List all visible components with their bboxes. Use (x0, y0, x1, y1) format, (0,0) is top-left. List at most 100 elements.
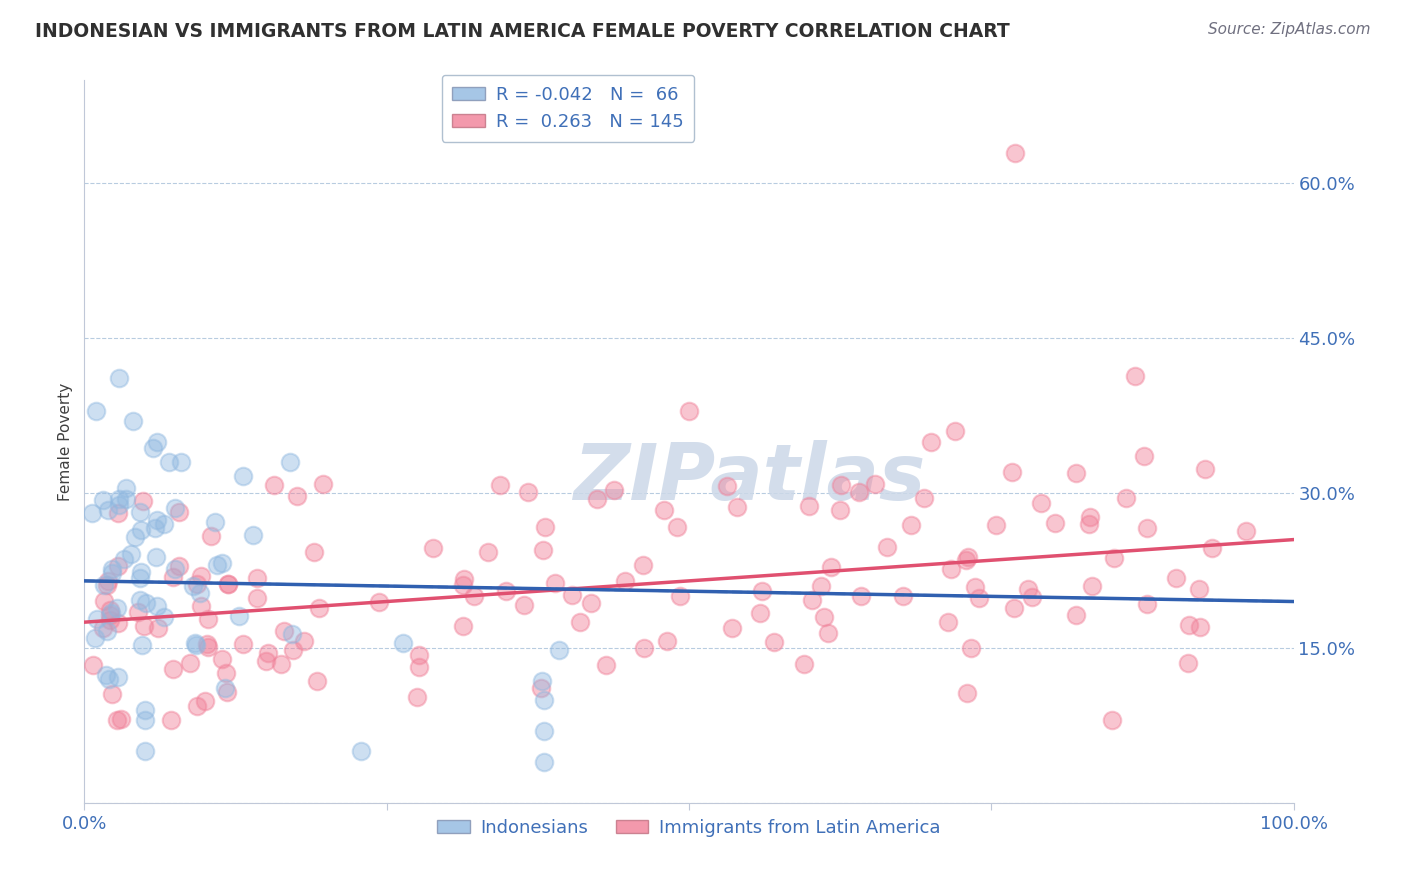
Point (678, 403, 700, 417)
Point (110, 713, 132, 727)
Point (186, 638, 208, 652)
Point (1017, 582, 1039, 596)
Point (107, 506, 129, 520)
Point (863, 477, 886, 491)
Point (217, 576, 239, 591)
Point (153, 609, 176, 624)
Point (943, 424, 966, 438)
Point (124, 530, 146, 544)
Point (569, 615, 592, 630)
Point (281, 643, 304, 657)
Point (585, 492, 607, 507)
Point (463, 589, 485, 603)
Point (893, 590, 915, 604)
Point (96, 667, 118, 681)
Point (93, 577, 115, 591)
Point (232, 637, 254, 651)
Point (849, 589, 872, 603)
Point (211, 651, 233, 665)
Point (1077, 517, 1099, 532)
Point (817, 625, 839, 640)
Point (197, 612, 219, 626)
Point (273, 624, 295, 639)
Point (91, 621, 114, 635)
Point (530, 674, 553, 689)
Point (98, 613, 121, 627)
Point (281, 627, 304, 641)
Point (186, 698, 208, 713)
Point (96, 578, 118, 592)
Point (100, 607, 122, 622)
Point (602, 483, 624, 498)
Point (211, 556, 233, 570)
Point (186, 577, 208, 591)
Point (292, 634, 315, 648)
Point (215, 666, 238, 681)
Point (134, 744, 156, 758)
Point (308, 601, 330, 615)
Point (1201, 541, 1223, 556)
Point (131, 638, 153, 652)
Point (134, 703, 156, 717)
Point (197, 640, 219, 655)
Point (533, 723, 555, 738)
Point (1029, 495, 1052, 509)
Point (531, 543, 554, 558)
Point (217, 577, 239, 591)
Point (129, 505, 152, 519)
Point (547, 643, 569, 657)
Point (720, 621, 742, 635)
Point (128, 571, 150, 585)
Point (453, 572, 475, 586)
Point (1101, 713, 1123, 727)
Point (101, 562, 124, 576)
Point (100, 687, 122, 701)
Point (530, 681, 553, 695)
Point (544, 576, 567, 591)
Point (146, 512, 169, 526)
Point (179, 656, 201, 670)
Point (422, 541, 444, 556)
Point (184, 635, 207, 649)
Point (97, 574, 120, 589)
Point (477, 544, 499, 558)
Point (160, 713, 183, 727)
Point (955, 685, 977, 699)
Point (392, 636, 415, 650)
Point (108, 491, 131, 506)
Point (1136, 597, 1159, 611)
Point (188, 586, 211, 600)
Point (162, 662, 184, 676)
Point (848, 484, 870, 499)
Point (820, 560, 842, 574)
Point (83, 632, 105, 646)
Point (145, 550, 167, 565)
Point (96, 624, 118, 639)
Point (813, 609, 835, 624)
Point (107, 498, 129, 512)
Point (748, 606, 770, 620)
Point (1166, 571, 1188, 585)
Point (146, 434, 169, 449)
Point (876, 540, 898, 554)
Point (302, 545, 325, 559)
Point (900, 518, 922, 533)
Point (167, 559, 190, 574)
Point (112, 552, 135, 566)
Point (100, 606, 122, 620)
Point (936, 615, 959, 629)
Point (190, 569, 212, 583)
Point (1064, 466, 1087, 480)
Point (86, 403, 108, 417)
Point (97, 503, 120, 517)
Point (165, 562, 187, 576)
Point (561, 588, 583, 602)
Point (941, 562, 963, 576)
Point (1188, 620, 1211, 634)
Point (516, 485, 538, 500)
Point (657, 634, 679, 648)
Point (93, 594, 115, 608)
Point (153, 517, 176, 532)
Point (129, 523, 152, 537)
Point (105, 713, 128, 727)
